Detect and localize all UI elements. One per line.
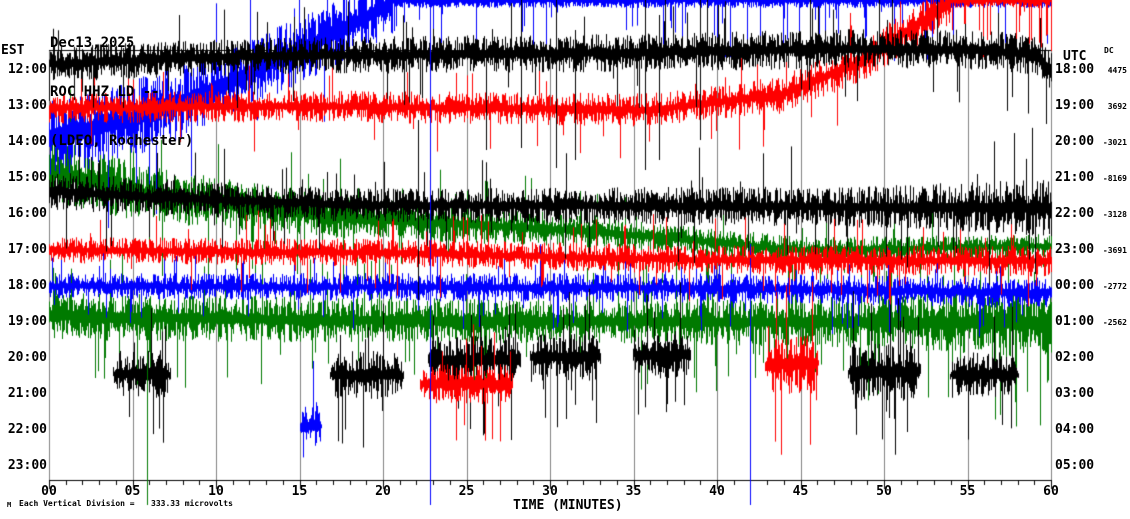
utc-time-label: 20:00	[1055, 134, 1095, 149]
dc-value: -3691	[1102, 246, 1127, 255]
x-tick-label: 05	[124, 484, 141, 499]
dc-value: -3128	[1102, 210, 1127, 219]
utc-time-label: 04:00	[1055, 422, 1095, 437]
dc-value: -8169	[1102, 174, 1127, 183]
right-axis-header: UTC	[1063, 49, 1087, 64]
x-tick-label: 20	[375, 484, 391, 499]
utc-time-label: 01:00	[1055, 314, 1095, 329]
x-tick-label: 45	[792, 484, 809, 499]
est-time-label: 13:00	[7, 98, 47, 113]
title-block: Dec13,2025 ROC HHZ LD -- (LDEO, Rocheste…	[50, 4, 193, 180]
dc-value: 4475	[1107, 66, 1127, 75]
est-time-label: 17:00	[7, 242, 47, 257]
x-tick-label: 40	[709, 484, 725, 499]
x-tick-label: 60	[1043, 484, 1059, 499]
dc-value: -2562	[1102, 318, 1127, 327]
utc-time-label: 00:00	[1055, 278, 1095, 293]
x-tick-label: 25	[458, 484, 475, 499]
x-tick-label: 10	[208, 484, 224, 499]
est-time-label: 20:00	[7, 350, 47, 365]
utc-time-label: 18:00	[1055, 62, 1095, 77]
x-tick-label: 50	[876, 484, 892, 499]
x-tick-label: 35	[625, 484, 642, 499]
x-axis-title: TIME (MINUTES)	[513, 498, 623, 513]
x-tick-label: 00	[41, 484, 57, 499]
utc-time-label: 05:00	[1055, 458, 1095, 473]
x-tick-label: 15	[291, 484, 308, 499]
est-time-label: 23:00	[7, 458, 47, 473]
x-tick-label: 55	[959, 484, 976, 499]
est-time-label: 22:00	[7, 422, 47, 437]
title-date: Dec13,2025	[50, 35, 135, 51]
left-axis-header: EST	[1, 43, 25, 58]
est-time-label: 12:00	[7, 62, 47, 77]
caption-mark: M	[7, 501, 12, 509]
est-time-label: 18:00	[7, 278, 47, 293]
est-time-label: 21:00	[7, 386, 47, 401]
dc-value: 3692	[1107, 102, 1127, 111]
dc-header: DC	[1104, 46, 1114, 55]
est-time-label: 15:00	[7, 170, 47, 185]
x-tick-label: 30	[542, 484, 558, 499]
utc-time-label: 21:00	[1055, 170, 1095, 185]
caption-text: Each Vertical Division =	[19, 499, 135, 508]
est-time-label: 16:00	[7, 206, 47, 221]
utc-time-label: 02:00	[1055, 350, 1095, 365]
title-station: ROC HHZ LD --	[50, 84, 160, 100]
title-org: (LDEO, Rochester)	[50, 133, 194, 149]
dc-value: -3021	[1102, 138, 1127, 147]
dc-value: -2772	[1102, 282, 1127, 291]
est-time-label: 19:00	[7, 314, 47, 329]
utc-time-label: 19:00	[1055, 98, 1095, 113]
utc-time-label: 03:00	[1055, 386, 1095, 401]
est-time-label: 14:00	[7, 134, 47, 149]
utc-time-label: 23:00	[1055, 242, 1095, 257]
caption-value: 333.33 microvolts	[151, 499, 233, 508]
utc-time-label: 22:00	[1055, 206, 1095, 221]
